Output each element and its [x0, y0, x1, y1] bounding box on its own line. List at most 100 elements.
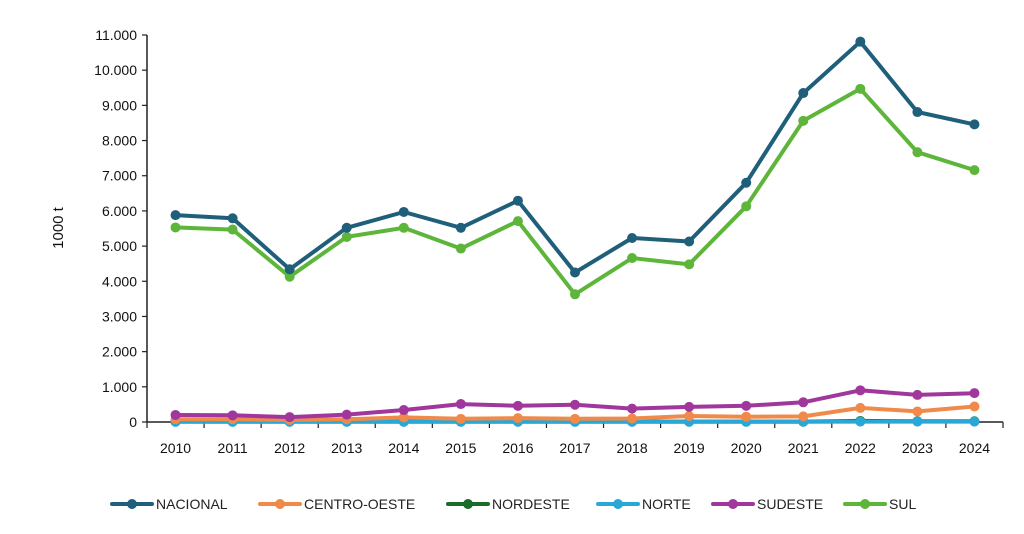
data-point-sudeste	[512, 400, 523, 411]
x-tick-label: 2013	[331, 440, 362, 456]
y-tick-label: 1.000	[102, 379, 137, 395]
y-tick-label: 11.000	[95, 27, 137, 43]
legend-label: NORDESTE	[492, 496, 570, 512]
y-tick-label: 0	[129, 414, 137, 430]
series-group	[170, 36, 980, 427]
data-point-centro-oeste	[798, 411, 809, 422]
data-point-sudeste	[227, 410, 238, 421]
legend: NACIONAL CENTRO-OESTE NORDESTE NORTE SUDESTE…	[110, 496, 916, 512]
legend-label: CENTRO-OESTE	[304, 496, 415, 512]
data-point-centro-oeste	[684, 411, 695, 422]
x-tick-label: 2024	[959, 440, 990, 456]
data-point-centro-oeste	[627, 413, 638, 424]
data-point-sudeste	[798, 397, 809, 408]
data-point-nacional	[341, 222, 352, 233]
legend-item-nacional: NACIONAL	[110, 496, 228, 512]
data-point-sudeste	[684, 401, 695, 412]
data-point-sudeste	[398, 405, 409, 416]
y-tick-label: 4.000	[102, 273, 137, 289]
data-point-nacional	[969, 119, 980, 130]
data-point-sudeste	[855, 385, 866, 396]
y-tick-label: 5.000	[102, 238, 137, 254]
legend-item-centro-oeste: CENTRO-OESTE	[258, 496, 415, 512]
data-point-nacional	[512, 195, 523, 206]
x-tick-label: 2016	[502, 440, 533, 456]
legend-label: NACIONAL	[156, 496, 228, 512]
x-tick-labels: 2010 2011 2012 2013 2014 2015 2016 2017 2018 2019…	[146, 422, 1004, 456]
legend-marker	[613, 499, 623, 509]
axes	[146, 35, 1003, 423]
data-point-sudeste	[455, 399, 466, 410]
data-point-nacional	[455, 222, 466, 233]
data-point-sudeste	[341, 409, 352, 420]
data-point-sudeste	[912, 389, 923, 400]
data-point-sudeste	[570, 399, 580, 410]
data-point-centro-oeste	[741, 411, 752, 422]
x-tick-label: 2020	[731, 440, 762, 456]
y-tick-label: 2.000	[102, 344, 137, 360]
data-point-nacional	[741, 177, 752, 188]
data-point-centro-oeste	[912, 406, 923, 417]
y-tick-label: 3.000	[102, 308, 137, 324]
x-tick-label: 2023	[902, 440, 933, 456]
legend-item-sudeste: SUDESTE	[711, 496, 823, 512]
data-point-sul	[912, 147, 923, 158]
legend-marker	[275, 499, 285, 509]
y-tick-label: 9.000	[102, 97, 137, 113]
x-tick-label: 2011	[218, 440, 248, 456]
legend-label: NORTE	[642, 496, 691, 512]
x-tick-label: 2015	[445, 440, 476, 456]
x-tick-label: 2021	[788, 440, 819, 456]
data-point-nacional	[798, 88, 809, 99]
legend-label: SUDESTE	[757, 496, 823, 512]
legend-marker	[463, 499, 473, 509]
data-point-nacional	[398, 206, 409, 217]
data-point-sul	[341, 231, 352, 242]
data-point-sul	[741, 201, 752, 212]
legend-item-nordeste: NORDESTE	[446, 496, 570, 512]
data-point-sul	[455, 243, 466, 254]
legend-label: SUL	[889, 496, 916, 512]
x-tick-label: 2014	[388, 440, 419, 456]
data-point-sul	[969, 165, 980, 176]
data-point-sul	[170, 222, 181, 233]
data-point-centro-oeste	[455, 413, 466, 424]
data-point-centro-oeste	[398, 412, 409, 423]
data-point-centro-oeste	[969, 401, 980, 412]
x-tick-label: 2010	[160, 440, 191, 456]
data-point-norte	[855, 416, 866, 427]
data-point-nacional	[227, 213, 238, 224]
series-sul	[170, 83, 980, 300]
data-point-sudeste	[627, 403, 638, 414]
data-point-sul	[284, 271, 295, 282]
data-point-centro-oeste	[512, 413, 523, 424]
data-point-nacional	[855, 36, 866, 47]
data-point-nacional	[284, 264, 295, 275]
legend-marker	[127, 499, 137, 509]
data-point-sul	[855, 83, 866, 94]
x-tick-label: 2019	[674, 440, 705, 456]
data-point-sul	[798, 115, 809, 126]
y-tick-label: 8.000	[102, 133, 137, 149]
data-point-sul	[227, 224, 238, 235]
legend-marker	[860, 499, 870, 509]
data-point-sudeste	[969, 388, 980, 399]
data-point-sudeste	[170, 409, 181, 420]
data-point-nacional	[684, 236, 695, 247]
series-nacional	[170, 36, 980, 278]
data-point-centro-oeste	[570, 413, 580, 424]
data-point-sul	[398, 222, 409, 233]
y-tick-labels: 0 1.000 2.000 3.000 4.000 5.000 6.000 7.000 8.00…	[94, 27, 147, 430]
legend-item-norte: NORTE	[596, 496, 691, 512]
data-point-sul	[570, 289, 580, 300]
data-point-nacional	[570, 267, 580, 278]
x-tick-label: 2017	[559, 440, 590, 456]
x-tick-label: 2012	[274, 440, 305, 456]
data-point-sul	[627, 253, 638, 264]
data-point-sudeste	[284, 412, 295, 423]
legend-marker	[728, 499, 738, 509]
x-tick-label: 2022	[845, 440, 876, 456]
data-point-centro-oeste	[855, 402, 866, 413]
data-point-sudeste	[741, 400, 752, 411]
